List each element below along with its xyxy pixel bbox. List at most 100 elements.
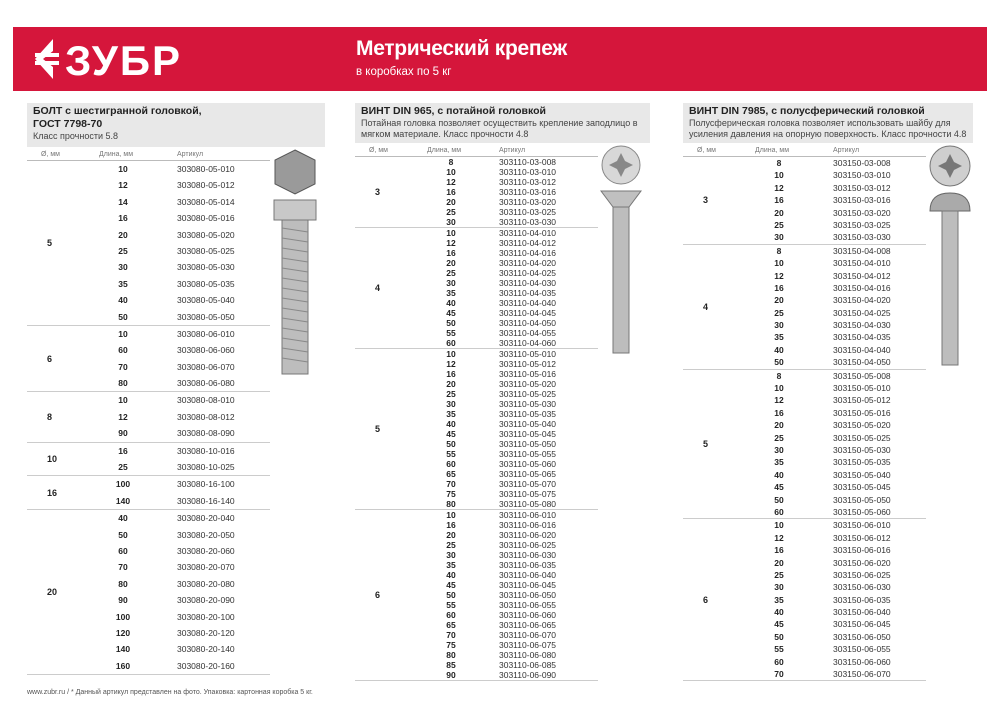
table-row: 16 303150-04-016 (755, 282, 926, 294)
article-number: 303150-03-010 (833, 170, 891, 181)
article-number: 303150-03-016 (833, 195, 891, 206)
length-value: 65 (446, 469, 456, 479)
article-number: 303110-05-060 (499, 459, 557, 469)
table-row: 70 303080-20-070 (99, 559, 270, 575)
article-number: 303080-08-090 (177, 428, 235, 439)
length-value: 16 (118, 445, 128, 456)
article-number: 303150-05-016 (833, 407, 891, 418)
article-number: 303080-20-090 (177, 595, 235, 606)
article-number: 303110-05-080 (499, 499, 557, 509)
table-row: 80 303080-06-080 (99, 375, 270, 391)
length-value: 12 (774, 395, 784, 406)
article-number: 303110-04-050 (499, 318, 557, 328)
table-row: 50 303150-04-050 (755, 356, 926, 368)
article-number: 303110-05-070 (499, 479, 557, 489)
table-row: 20 303110-06-020 (427, 530, 598, 540)
diameter-group: 10 16 303080-10-016 25 303080-10-025 (27, 443, 270, 477)
length-value: 20 (774, 207, 784, 218)
length-value: 25 (446, 207, 456, 217)
page-subtitle: в коробках по 5 кг (356, 66, 452, 78)
table-row: 10 303080-08-010 (99, 392, 270, 408)
table-row: 100 303080-16-100 (99, 476, 270, 492)
article-number: 303150-06-050 (833, 631, 891, 642)
table-row: 40 303080-05-040 (99, 292, 270, 308)
table-row: 35 303150-05-035 (755, 456, 926, 468)
article-number: 303110-05-020 (499, 379, 557, 389)
header-article: Артикул (833, 147, 860, 154)
table-row: 50 303080-20-050 (99, 527, 270, 543)
table-row: 20 303150-03-020 (755, 207, 926, 219)
table-row: 60 303110-06-060 (427, 610, 598, 620)
article-number: 303080-20-040 (177, 513, 235, 524)
table-row: 50 303080-05-050 (99, 309, 270, 325)
table-row: 65 303110-05-065 (427, 469, 598, 479)
diameter-group: 8 10 303080-08-010 12 303080-08-012 90 3… (27, 392, 270, 443)
length-value: 50 (446, 439, 456, 449)
section-standard: ГОСТ 7798-70 (33, 118, 103, 130)
table-row: 45 303150-06-045 (755, 618, 926, 630)
article-number: 303110-05-012 (499, 359, 557, 369)
length-value: 30 (118, 262, 128, 273)
article-number: 303110-03-012 (499, 177, 557, 187)
table-row: 70 303110-06-070 (427, 630, 598, 640)
length-value: 20 (446, 530, 456, 540)
article-number: 303080-05-025 (177, 245, 235, 256)
table-row: 25 303150-06-025 (755, 569, 926, 581)
article-number: 303150-05-025 (833, 432, 891, 443)
article-number: 303110-06-020 (499, 530, 557, 540)
table-row: 60 303110-05-060 (427, 459, 598, 469)
article-number: 303110-06-090 (499, 670, 557, 680)
table-row: 140 303080-16-140 (99, 493, 270, 509)
table-row: 85 303110-06-085 (427, 660, 598, 670)
table-row: 12 303110-04-012 (427, 238, 598, 248)
diameter-value: 20 (47, 587, 58, 598)
product-table: Ø, мм Длина, мм Артикул 3 8 303110-03-00… (355, 145, 598, 681)
diameter-value: 6 (47, 353, 53, 364)
article-number: 303110-06-025 (499, 540, 557, 550)
footer-note: www.zubr.ru / * Данный артикул представл… (27, 689, 313, 696)
length-value: 60 (118, 345, 128, 356)
table-row: 55 303110-05-055 (427, 449, 598, 459)
table-row: 55 303150-06-055 (755, 643, 926, 655)
article-number: 303110-06-010 (499, 510, 557, 520)
countersunk-screw-image (600, 145, 642, 354)
table-row: 25 303110-03-025 (427, 207, 598, 217)
length-value: 40 (118, 295, 128, 306)
table-row: 16 303110-03-016 (427, 187, 598, 197)
length-value: 12 (774, 532, 784, 543)
article-number: 303110-04-060 (499, 338, 557, 348)
length-value: 60 (774, 656, 784, 667)
length-value: 80 (118, 378, 128, 389)
length-value: 90 (118, 428, 128, 439)
length-value: 55 (446, 600, 456, 610)
table-row: 25 303150-04-025 (755, 307, 926, 319)
length-value: 40 (774, 344, 784, 355)
length-value: 20 (118, 229, 128, 240)
table-row: 14 303080-05-014 (99, 194, 270, 210)
svg-text:ЗУБР: ЗУБР (65, 37, 182, 83)
article-number: 303150-04-050 (833, 357, 891, 368)
length-value: 75 (446, 489, 456, 499)
section-description: Класс прочности 5.8 (33, 131, 119, 141)
article-number: 303080-10-016 (177, 445, 235, 456)
diameter-group: 6 10 303080-06-010 60 303080-06-060 70 3… (27, 326, 270, 393)
table-row: 35 303110-04-035 (427, 288, 598, 298)
length-value: 140 (115, 644, 131, 655)
table-row: 30 303110-04-030 (427, 278, 598, 288)
diameter-value: 10 (47, 454, 58, 465)
table-row: 35 303110-05-035 (427, 409, 598, 419)
length-value: 16 (774, 195, 784, 206)
length-value: 80 (446, 650, 456, 660)
table-row: 25 303150-05-025 (755, 432, 926, 444)
length-value: 12 (774, 270, 784, 281)
length-value: 100 (115, 479, 131, 490)
table-row: 16 303110-05-016 (427, 369, 598, 379)
length-value: 85 (446, 660, 456, 670)
length-value: 30 (446, 399, 456, 409)
header-length: Длина, мм (755, 147, 790, 154)
length-value: 16 (774, 407, 784, 418)
length-value: 100 (115, 611, 131, 622)
article-number: 303080-05-014 (177, 196, 235, 207)
article-number: 303080-20-080 (177, 578, 235, 589)
article-number: 303150-05-045 (833, 482, 891, 493)
